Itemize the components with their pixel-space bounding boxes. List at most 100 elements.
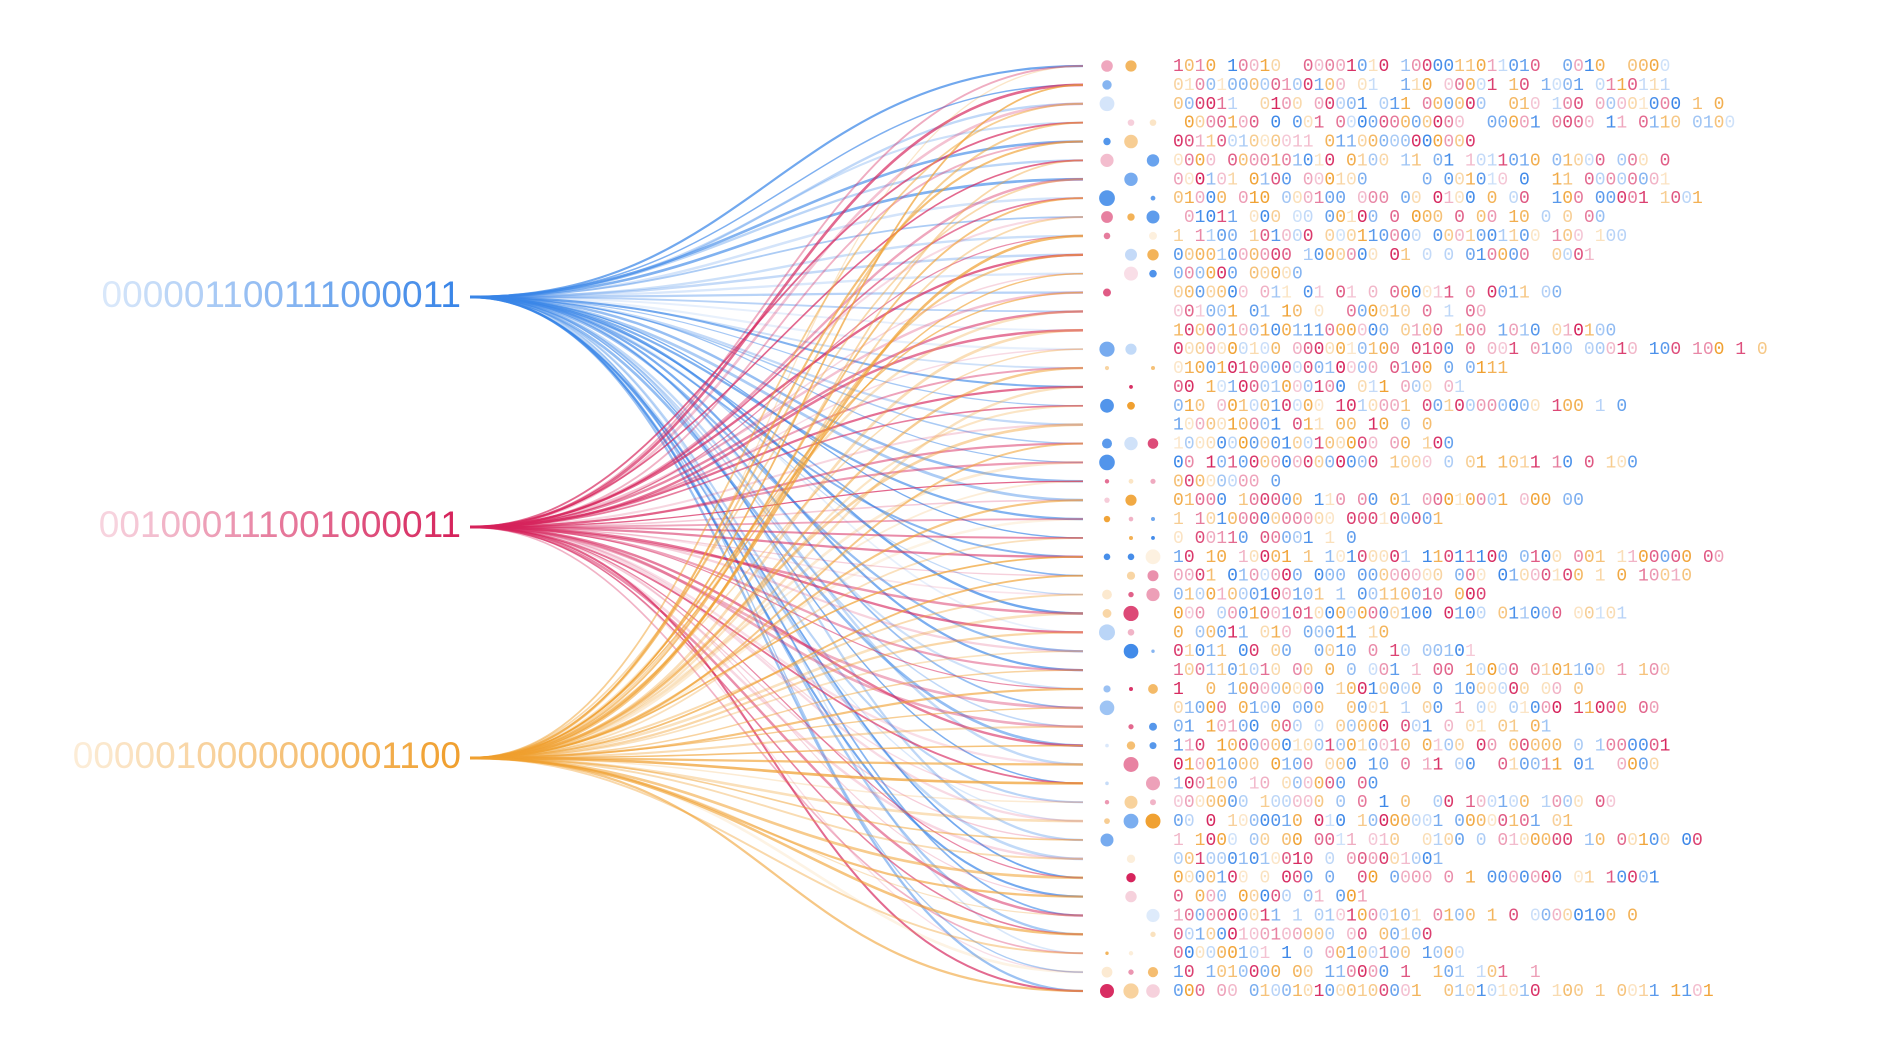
digit (1454, 151, 1465, 171)
digit: 0 (1616, 189, 1627, 209)
digit: 1 (1422, 434, 1433, 454)
digit: 1 (1227, 208, 1238, 228)
digit: 0 (1681, 831, 1692, 851)
digit: 0 (1346, 529, 1357, 549)
digit: 0 (1216, 472, 1227, 492)
digit: 0 (1238, 415, 1249, 435)
digit: 0 (1303, 868, 1314, 888)
digit: 1 (1433, 755, 1444, 775)
digit: 1 (1238, 566, 1249, 586)
digit (1184, 680, 1195, 700)
digit: 0 (1584, 453, 1595, 473)
digit: 1 (1270, 906, 1281, 926)
digit: 0 (1227, 264, 1238, 284)
digit: 0 (1260, 774, 1271, 794)
digit: 0 (1335, 548, 1346, 568)
digit: 0 (1292, 434, 1303, 454)
digit (1606, 566, 1617, 586)
digit (1249, 623, 1260, 643)
digit: 1 (1476, 359, 1487, 379)
digit (1411, 246, 1422, 266)
digit: 1 (1584, 906, 1595, 926)
digit: 0 (1281, 717, 1292, 737)
binary-row: 000 00010010100000000100 0100 011000 001… (1173, 604, 1627, 624)
digit (1260, 472, 1271, 492)
dot (1104, 800, 1110, 805)
digit: 0 (1703, 340, 1714, 360)
digit: 0 (1335, 95, 1346, 115)
digit: 1 (222, 274, 243, 315)
digit: 0 (1573, 189, 1584, 209)
digit: 0 (1487, 736, 1498, 756)
digit: 0 (1508, 736, 1519, 756)
curve (469, 159, 1084, 528)
digit: 0 (1216, 415, 1227, 435)
digit: 0 (1249, 378, 1260, 398)
digit: 1 (1303, 246, 1314, 266)
digit: 0 (1465, 680, 1476, 700)
digit: 0 (1335, 57, 1346, 77)
digit (1260, 113, 1271, 133)
digit: 0 (1270, 208, 1281, 228)
digit: 0 (1422, 397, 1433, 417)
digit: 1 (1487, 170, 1498, 190)
digit: 1 (1454, 321, 1465, 341)
digit: 1 (1184, 585, 1195, 605)
digit: 1 (1324, 812, 1335, 832)
digit: 1 (1400, 604, 1411, 624)
digit: 0 (1292, 359, 1303, 379)
digit: 0 (1638, 736, 1649, 756)
digit: 0 (1335, 113, 1346, 133)
digit: 0 (1595, 151, 1606, 171)
digit: 1 (1584, 831, 1595, 851)
digit: 0 (1487, 491, 1498, 511)
dot (1151, 517, 1155, 522)
digit: 0 (1249, 113, 1260, 133)
digit: 0 (1551, 831, 1562, 851)
digit: 0 (1260, 868, 1271, 888)
curve (469, 385, 1084, 529)
digit: 1 (1616, 548, 1627, 568)
digit: 0 (1562, 982, 1573, 1002)
digit (1530, 283, 1541, 303)
digit: 0 (1205, 189, 1216, 209)
digit: 0 (1335, 340, 1346, 360)
digit: 0 (1205, 283, 1216, 303)
digit: 1 (1660, 76, 1671, 96)
digit: 0 (1216, 925, 1227, 945)
digit (1400, 208, 1411, 228)
digit: 0 (1184, 453, 1195, 473)
curve (469, 525, 1084, 766)
digit: 0 (1303, 283, 1314, 303)
digit (1324, 283, 1335, 303)
digit: 0 (1184, 548, 1195, 568)
digit: 0 (1314, 736, 1325, 756)
digit: 0 (1551, 736, 1562, 756)
digit: 0 (1184, 113, 1195, 133)
digit: 0 (1368, 868, 1379, 888)
digit (1584, 76, 1595, 96)
digit: 0 (1465, 283, 1476, 303)
digit: 0 (1281, 227, 1292, 247)
digit: 0 (1184, 151, 1195, 171)
digit: 1 (1314, 434, 1325, 454)
digit: 0 (263, 274, 284, 315)
digit: 0 (1357, 585, 1368, 605)
digit: 1 (1606, 868, 1617, 888)
digit (1292, 548, 1303, 568)
curve (469, 744, 1084, 759)
digit: 1 (1281, 755, 1292, 775)
digit: 0 (279, 504, 300, 545)
digit: 0 (1184, 604, 1195, 624)
digit: 0 (1443, 378, 1454, 398)
digit: 0 (1562, 189, 1573, 209)
digit (1487, 566, 1498, 586)
digit: 0 (1324, 831, 1335, 851)
digit: 0 (1465, 76, 1476, 96)
digit: 1 (1260, 850, 1271, 870)
digit: 0 (1551, 246, 1562, 266)
curve (469, 348, 1084, 759)
digit: 0 (1368, 151, 1379, 171)
digit: 1 (1314, 321, 1325, 341)
digit: 0 (1335, 491, 1346, 511)
